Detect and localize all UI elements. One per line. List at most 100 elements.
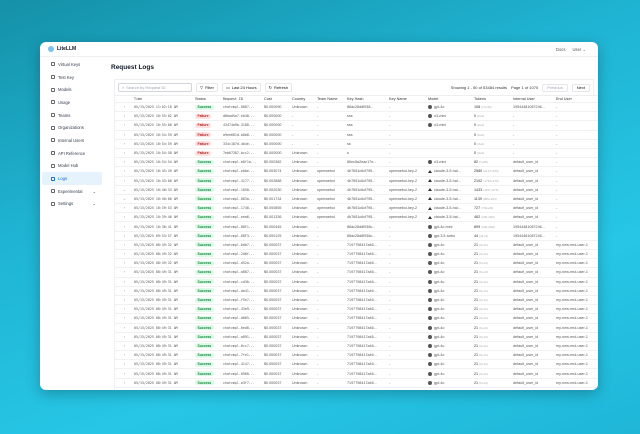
expand-chevron-icon[interactable]: ⌄ <box>122 187 127 192</box>
table-row[interactable]: › 05/15/2025 10:38:41 AM Success chatcmpl-8… <box>115 222 598 232</box>
search-input[interactable]: ⌕ Search by Request ID <box>118 83 192 92</box>
table-row[interactable]: › 05/15/2025 10:55:02 AM Failure d6bad5a7-e… <box>115 112 598 122</box>
logo[interactable]: LiteLLM <box>48 46 76 52</box>
column-header-team-name[interactable]: Team Name <box>317 97 338 101</box>
column-header-key-name[interactable]: Key Name <box>389 97 407 101</box>
table-row[interactable]: › 05/15/2025 08:49:32 AM Success chatcmpl-6… <box>115 240 598 250</box>
expand-chevron-icon[interactable]: › <box>123 261 126 266</box>
expand-chevron-icon[interactable]: › <box>123 316 126 321</box>
table-row[interactable]: › 05/15/2025 08:49:32 AM Success chatcmpl-2… <box>115 250 598 260</box>
filter-button[interactable]: ▽ Filter <box>196 83 218 92</box>
table-row[interactable]: › 05/15/2025 08:49:31 AM Success chatcmpl-6… <box>115 323 598 333</box>
logs-table: Time Status Request ID Cost Country Team Name… <box>115 95 598 388</box>
expand-chevron-icon[interactable]: › <box>123 141 126 146</box>
sidebar-item-usage[interactable]: Usage <box>42 96 102 109</box>
expand-chevron-icon[interactable]: › <box>123 371 126 376</box>
expand-chevron-icon[interactable]: › <box>123 353 126 358</box>
table-row[interactable]: › 05/15/2025 11:02:18 AM Success chatcmpl-8… <box>115 103 598 113</box>
request-id-cell: chatcmpl-88F3... <box>223 233 255 238</box>
column-header-end-user[interactable]: End User <box>556 97 572 101</box>
country-cell: Unknown <box>292 362 308 367</box>
expand-chevron-icon[interactable]: › <box>123 307 126 312</box>
sidebar-item-model-hub[interactable]: Model Hub <box>42 160 102 173</box>
table-row[interactable]: › 05/15/2025 08:49:31 AM Success chatcmpl-a… <box>115 268 598 278</box>
column-header-internal-user[interactable]: Internal User <box>513 97 535 101</box>
refresh-button[interactable]: ↻ Refresh <box>264 83 293 92</box>
sidebar-item-logs[interactable]: Logs <box>42 172 102 185</box>
expand-chevron-icon[interactable]: › <box>123 298 126 303</box>
table-row[interactable]: › 05/15/2025 08:49:31 AM Success chatcmpl-7… <box>115 351 598 361</box>
expand-chevron-icon[interactable]: › <box>123 343 126 348</box>
expand-chevron-icon[interactable]: › <box>123 169 126 174</box>
table-row[interactable]: › 05/15/2025 10:45:49 AM Success chatcmpl-e… <box>115 167 598 177</box>
time-range-button[interactable]: ▭ Last 24 Hours <box>221 83 261 92</box>
table-row[interactable]: › 05/15/2025 08:49:31 AM Success chatcmpl-d… <box>115 286 598 296</box>
sidebar-item-experimental[interactable]: Experimental ⌄ <box>42 185 102 198</box>
sidebar-item-settings[interactable]: Settings ⌄ <box>42 198 102 211</box>
table-row[interactable]: › 05/15/2025 08:49:31 AM Success chatcmpl-8… <box>115 369 598 379</box>
column-header-status[interactable]: Status <box>195 97 206 101</box>
table-row[interactable]: › 05/15/2025 10:43:00 AM Success chatcmpl-4… <box>115 176 598 186</box>
expand-chevron-icon[interactable]: › <box>123 242 126 247</box>
expand-chevron-icon[interactable]: › <box>123 123 126 128</box>
column-header-model[interactable]: Model <box>428 97 439 101</box>
expand-chevron-icon[interactable]: ⌄ <box>122 196 127 201</box>
expand-chevron-icon[interactable]: › <box>123 233 126 238</box>
table-row[interactable]: › 05/15/2025 08:49:31 AM Success chatcmpl-4… <box>115 305 598 315</box>
table-row[interactable]: ⌄ 05/15/2025 10:40:00 AM Success chatcmpl-8… <box>115 194 598 205</box>
sidebar-item-test-key[interactable]: Test Key <box>42 71 102 84</box>
column-header-tokens[interactable]: Tokens <box>474 97 487 101</box>
expand-chevron-icon[interactable]: › <box>123 178 126 183</box>
expand-chevron-icon[interactable]: › <box>123 252 126 257</box>
sidebar-item-teams[interactable]: Teams <box>42 109 102 122</box>
expand-chevron-icon[interactable]: › <box>123 215 126 220</box>
table-row[interactable]: › 05/15/2025 08:49:31 AM Success chatcmpl-a… <box>115 378 598 388</box>
table-row[interactable]: › 05/15/2025 08:49:31 AM Success chatcmpl-c… <box>115 277 598 287</box>
column-header-key-hash[interactable]: Key Hash <box>347 97 364 101</box>
user-menu[interactable]: User ⌄ <box>572 47 586 52</box>
table-row[interactable]: › 05/15/2025 09:53:57 AM Success chatcmpl-8… <box>115 231 598 241</box>
column-header-country[interactable]: Country <box>292 97 306 101</box>
table-row[interactable]: › 05/15/2025 08:49:31 AM Success chatcmpl-a… <box>115 332 598 342</box>
sidebar-item-organizations[interactable]: Organizations <box>42 121 102 134</box>
expand-chevron-icon[interactable]: › <box>123 288 126 293</box>
sidebar-item-internal-users[interactable]: Internal Users <box>42 134 102 147</box>
expand-chevron-icon[interactable]: › <box>123 132 126 137</box>
sidebar-item-models[interactable]: Models <box>42 83 102 96</box>
table-row[interactable]: › 05/15/2025 10:54:58 AM Failure 7eb67387-b… <box>115 148 598 159</box>
expand-chevron-icon[interactable]: › <box>123 270 126 275</box>
column-header-request-id[interactable]: Request ID <box>223 97 243 101</box>
table-row[interactable]: ⌄ 05/15/2025 10:40:33 AM Success chatcmpl-1… <box>115 185 598 195</box>
expand-chevron-icon[interactable]: › <box>123 206 126 211</box>
table-row[interactable]: › 05/15/2025 08:49:31 AM Success chatcmpl-6… <box>115 341 598 352</box>
expand-chevron-icon[interactable]: › <box>123 151 126 156</box>
table-row[interactable]: › 05/15/2025 10:54:54 AM Success chatcmpl-b… <box>115 158 598 168</box>
table-row[interactable]: › 05/15/2025 10:54:59 AM Failure 334c187d-4… <box>115 139 598 149</box>
table-row[interactable]: › 05/15/2025 10:55:00 AM Failure 43474a9b-3… <box>115 121 598 131</box>
column-header-time[interactable]: Time <box>134 97 142 101</box>
table-row[interactable]: › 05/15/2025 10:39:53 AM Success chatcmpl-1… <box>115 204 598 214</box>
expand-chevron-icon[interactable]: › <box>123 325 126 330</box>
expand-chevron-icon[interactable]: › <box>123 380 126 385</box>
sidebar-item-virtual-keys[interactable]: Virtual Keys <box>42 58 102 71</box>
sidebar-item-api-reference[interactable]: API Reference <box>42 147 102 160</box>
expand-chevron-icon[interactable]: › <box>123 114 126 119</box>
table-row[interactable]: › 05/15/2025 08:49:31 AM Success chatcmpl-4… <box>115 360 598 370</box>
expand-chevron-icon[interactable]: › <box>123 105 126 110</box>
expand-chevron-icon[interactable]: › <box>123 279 126 284</box>
key-icon <box>51 62 55 67</box>
table-row[interactable]: › 05/15/2025 08:49:31 AM Success chatcmpl-d… <box>115 314 598 324</box>
expand-chevron-icon[interactable]: › <box>123 334 126 339</box>
table-row[interactable]: › 05/15/2025 08:49:32 AM Success chatcmpl-d… <box>115 259 598 269</box>
expand-chevron-icon[interactable]: › <box>123 224 126 229</box>
docs-link[interactable]: Docs <box>555 46 566 52</box>
column-header-cost[interactable]: Cost <box>264 97 272 101</box>
table-row[interactable]: › 05/15/2025 10:39:46 AM Success chatcmpl-e… <box>115 213 598 223</box>
next-button[interactable]: Next <box>571 83 590 92</box>
end-user-cell: my-new-end-user-1 <box>556 261 588 266</box>
expand-chevron-icon[interactable]: › <box>123 160 126 165</box>
previous-button[interactable]: Previous <box>542 83 568 92</box>
table-row[interactable]: › 05/15/2025 10:54:59 AM Failure a9ee681d-b… <box>115 130 598 140</box>
table-row[interactable]: › 05/15/2025 08:49:31 AM Success chatcmpl-f… <box>115 295 598 306</box>
expand-chevron-icon[interactable]: › <box>123 362 126 367</box>
